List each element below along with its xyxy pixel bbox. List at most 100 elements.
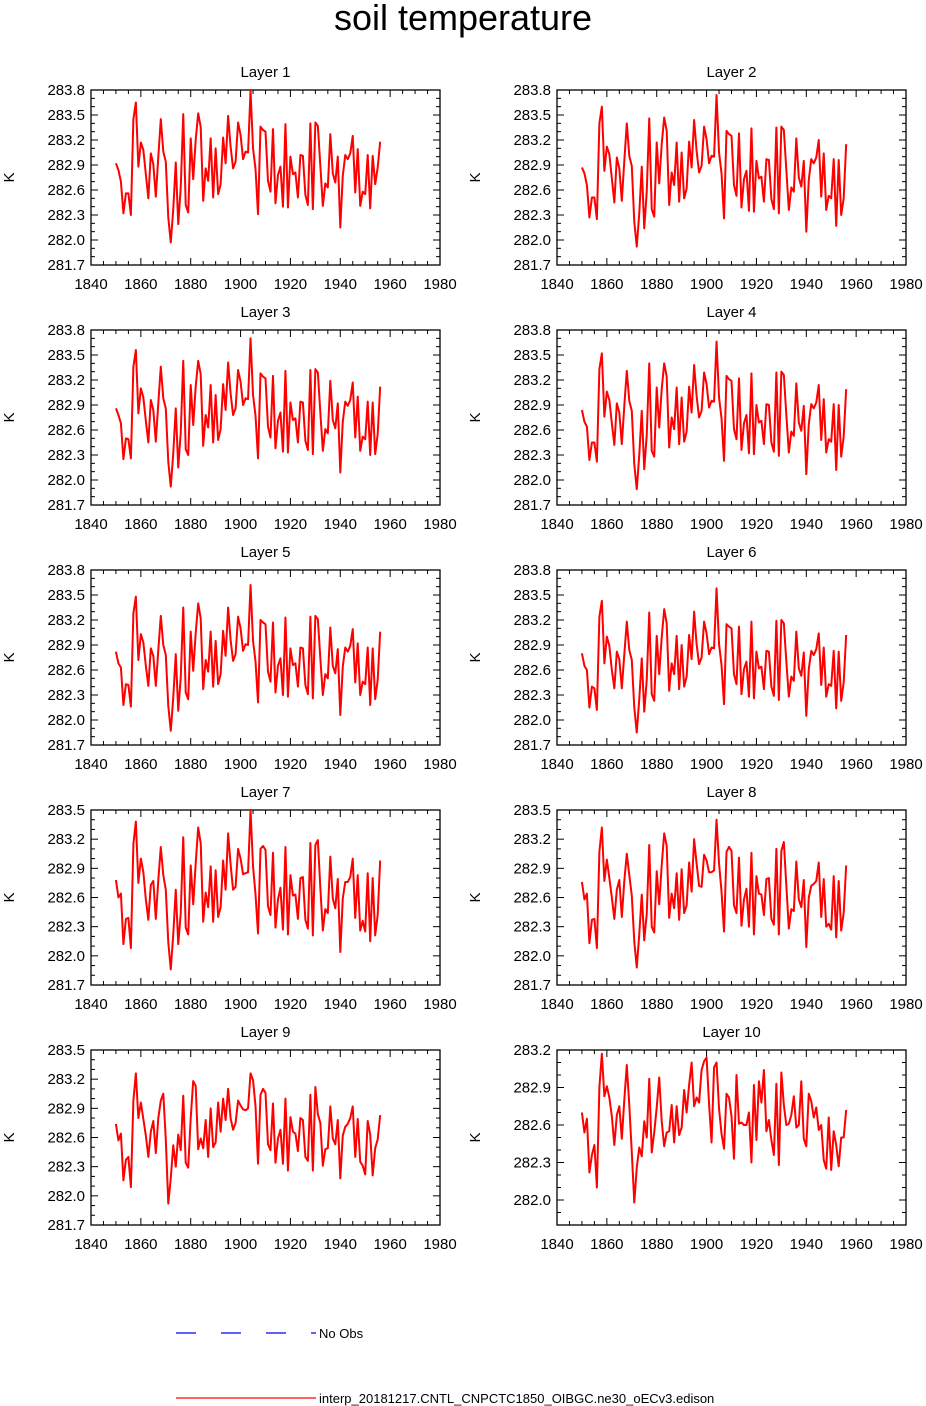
series-line (114, 337, 382, 488)
x-tick-label: 1860 (124, 756, 157, 773)
y-tick-label: 283.2 (513, 612, 551, 629)
x-tick-label: 1840 (540, 996, 573, 1013)
panel-layer-3: Layer 3 K 1840 1860 1880 1900 1920 1940 1960 1980… (1, 304, 457, 533)
series-line (580, 587, 848, 734)
x-tick-label: 1940 (790, 996, 823, 1013)
y-tick-label: 282.3 (47, 447, 85, 464)
x-tick-label: 1900 (224, 756, 257, 773)
legend-label-model: interp_20181217.CNTL_CNPCTC1850_OIBGC.ne… (319, 1391, 714, 1406)
x-tick-label: 1980 (889, 276, 922, 293)
y-tick-label: 282.6 (513, 890, 551, 907)
x-tick-label: 1860 (590, 756, 623, 773)
y-tick-label: 282.0 (47, 472, 85, 489)
y-tick-label: 282.3 (513, 687, 551, 704)
y-tick-label: 281.7 (47, 977, 85, 994)
x-tick-label: 1860 (590, 1236, 623, 1253)
x-tick-label: 1920 (740, 516, 773, 533)
x-tick-label: 1860 (124, 276, 157, 293)
y-tick-label: 283.2 (513, 1042, 551, 1059)
y-tick-label: 283.2 (47, 1071, 85, 1088)
x-tick-label: 1880 (174, 996, 207, 1013)
x-tick-label: 1900 (690, 516, 723, 533)
y-tick-label: 282.3 (47, 207, 85, 224)
x-tick-label: 1840 (540, 276, 573, 293)
x-tick-label: 1900 (690, 996, 723, 1013)
y-tick-label: 283.5 (47, 347, 85, 364)
series-line (580, 340, 848, 491)
y-tick-label: 282.3 (513, 207, 551, 224)
series-line (581, 94, 848, 248)
x-tick-label: 1940 (790, 756, 823, 773)
x-tick-label: 1900 (224, 276, 257, 293)
x-tick-label: 1960 (839, 1236, 872, 1253)
y-tick-label: 283.8 (47, 82, 85, 99)
x-tick-label: 1960 (373, 1236, 406, 1253)
y-tick-label: 282.0 (47, 948, 85, 965)
y-tick-label: 282.3 (513, 919, 551, 936)
panel-layer-6: Layer 6 K 1840 1860 1880 1900 1920 1940 1960 1980… (467, 544, 923, 773)
y-tick-label: 283.8 (513, 562, 551, 579)
y-tick-label: 282.9 (47, 637, 85, 654)
y-tick-label: 281.7 (513, 737, 551, 754)
panel-title: Layer 7 (240, 784, 290, 801)
y-tick-label: 282.6 (47, 422, 85, 439)
y-tick-label: 282.6 (47, 890, 85, 907)
series-line (114, 584, 382, 732)
y-tick-label: 283.5 (47, 107, 85, 124)
y-tick-label: 283.2 (47, 372, 85, 389)
panel-title: Layer 10 (702, 1024, 760, 1041)
y-tick-label: 282.3 (513, 447, 551, 464)
y-tick-label: 282.3 (513, 1155, 551, 1172)
x-tick-label: 1920 (740, 756, 773, 773)
x-tick-label: 1920 (274, 996, 307, 1013)
y-tick-label: 281.7 (47, 497, 85, 514)
y-axis-label: K (1, 652, 18, 662)
x-tick-label: 1940 (790, 1236, 823, 1253)
x-tick-label: 1860 (124, 996, 157, 1013)
y-tick-label: 282.9 (513, 397, 551, 414)
y-tick-label: 282.0 (513, 948, 551, 965)
x-tick-label: 1960 (373, 516, 406, 533)
x-tick-label: 1960 (839, 756, 872, 773)
y-tick-label: 282.6 (513, 1117, 551, 1134)
x-tick-label: 1920 (740, 276, 773, 293)
x-tick-label: 1940 (324, 756, 357, 773)
panel-layer-5: Layer 5 K 1840 1860 1880 1900 1920 1940 1960 1980… (1, 544, 457, 773)
x-tick-label: 1920 (274, 1236, 307, 1253)
x-tick-label: 1840 (74, 276, 107, 293)
y-axis-label: K (1, 412, 18, 422)
y-tick-label: 283.2 (513, 132, 551, 149)
y-tick-label: 282.0 (513, 1192, 551, 1209)
x-tick-label: 1880 (174, 276, 207, 293)
y-tick-label: 282.6 (47, 1130, 85, 1147)
x-tick-label: 1920 (274, 516, 307, 533)
panel-layer-2: Layer 2 K 1840 1860 1880 1900 1920 1940 1960 1980… (467, 64, 923, 293)
x-tick-label: 1900 (690, 276, 723, 293)
x-tick-label: 1960 (839, 516, 872, 533)
x-tick-label: 1840 (74, 516, 107, 533)
panel-layer-1: Layer 1 K 1840 1860 1880 1900 1920 1940 1960 1980… (1, 64, 457, 293)
y-axis-label: K (467, 892, 484, 902)
x-tick-label: 1840 (540, 1236, 573, 1253)
y-tick-label: 283.5 (513, 347, 551, 364)
y-tick-label: 281.7 (47, 257, 85, 274)
page-title: soil temperature (333, 0, 593, 38)
panel-title: Layer 5 (240, 544, 290, 561)
series-line (114, 1072, 382, 1205)
x-tick-label: 1940 (790, 276, 823, 293)
series-line (580, 818, 848, 969)
x-tick-label: 1880 (640, 516, 673, 533)
y-tick-label: 281.7 (513, 257, 551, 274)
y-tick-label: 283.5 (47, 587, 85, 604)
x-tick-label: 1860 (124, 1236, 157, 1253)
x-tick-label: 1880 (174, 516, 207, 533)
x-tick-label: 1940 (324, 1236, 357, 1253)
panel-layer-7: Layer 7 K 1840 1860 1880 1900 1920 1940 1960 1980… (1, 784, 457, 1013)
y-tick-label: 282.6 (513, 422, 551, 439)
x-tick-label: 1880 (640, 276, 673, 293)
y-tick-label: 281.7 (513, 977, 551, 994)
y-tick-label: 283.8 (513, 82, 551, 99)
x-tick-label: 1980 (423, 996, 456, 1013)
